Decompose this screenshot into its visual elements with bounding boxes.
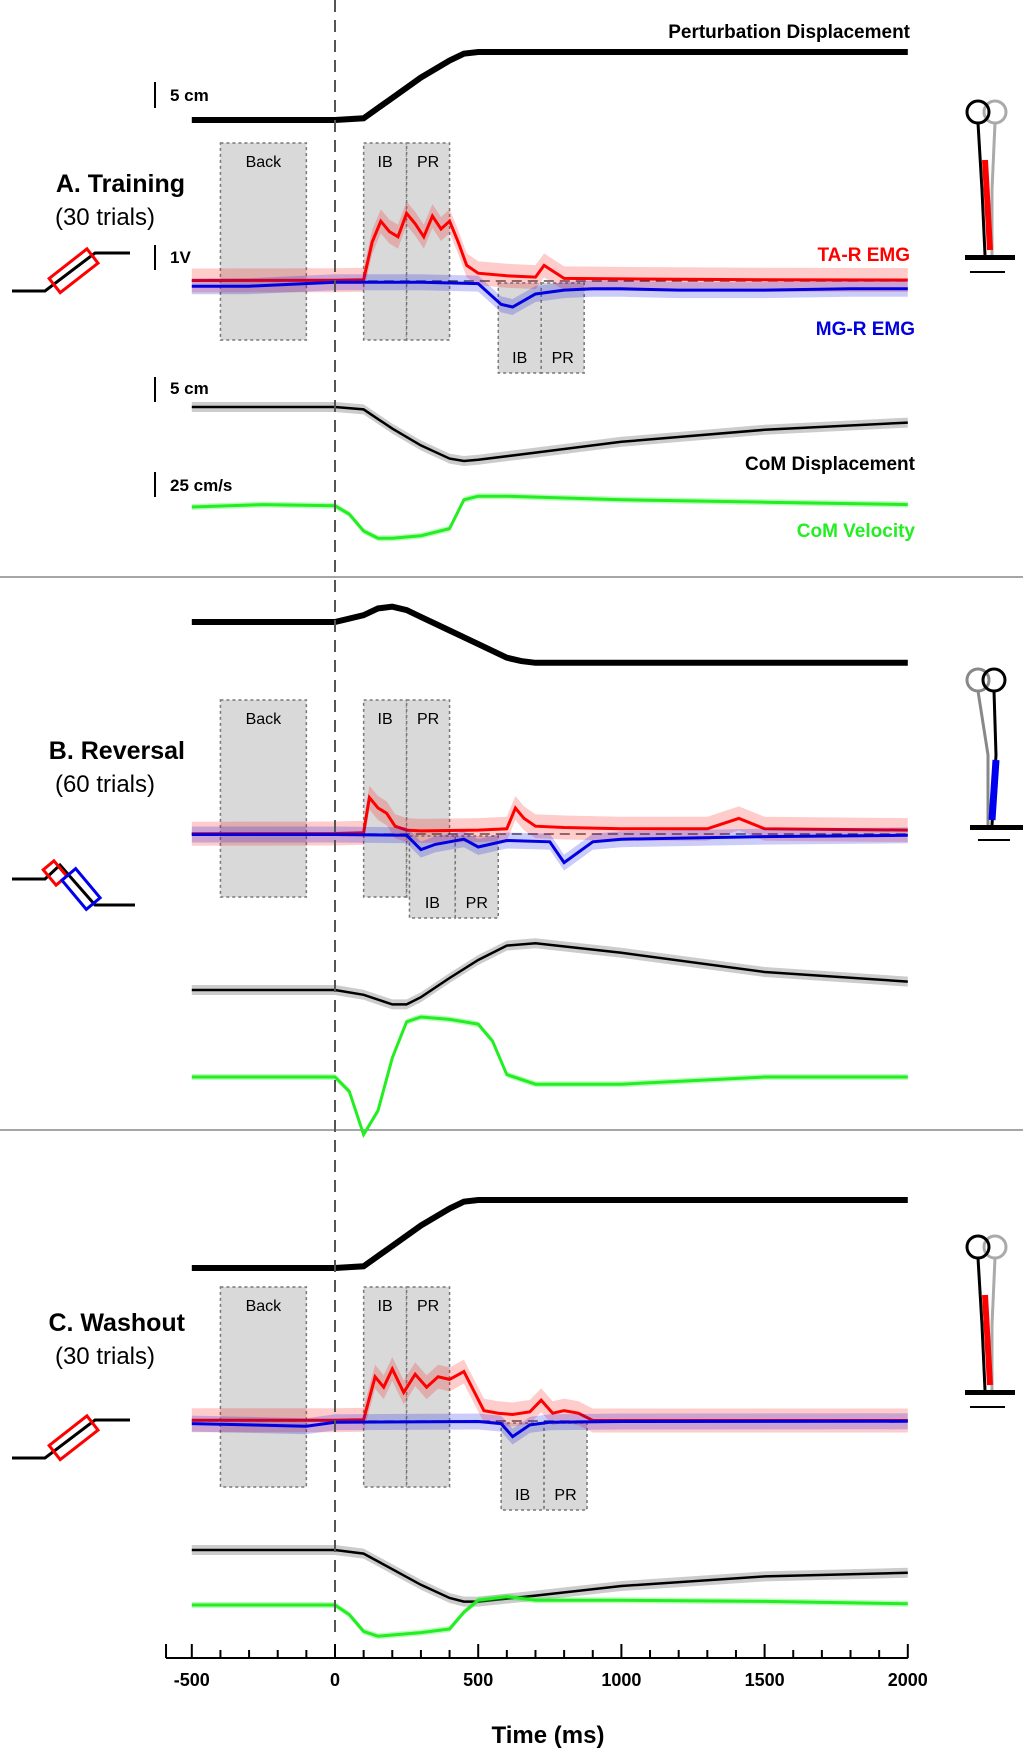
com-velocity-trace [191,1015,908,1139]
ta-emg-trace [191,210,908,282]
window-mg-ib [497,282,542,374]
window-mg-pr [454,835,499,919]
com-velocity-trace [191,494,908,540]
panel-title: C. Washout [48,1309,185,1337]
x-axis-label: Time (ms) [492,1722,605,1749]
mg-emg-band [191,274,908,315]
panel-1: Back IB PR IB PR B. Reversal (60 trials) [12,603,1023,1139]
window-label: IB [378,1298,393,1315]
panel-subtitle: (60 trials) [55,771,155,798]
panel-2: Back IB PR IB PR C. Washout (30 trials) [12,1197,1015,1640]
scale-bar-displacement-label: 5 cm [170,86,209,105]
window-mg-ib [500,1422,545,1511]
ta-emg-label: TA-R EMG [817,245,910,266]
window-mg-label: IB [425,895,440,912]
window-label: IB [378,154,393,171]
perturbation-trace [191,603,908,666]
x-tick-label: 1000 [601,1670,641,1690]
window-back [219,699,308,898]
window-mg-pr [543,1422,588,1511]
ta-emg-band [191,201,908,293]
x-tick-label: 1500 [745,1670,785,1690]
ta-emg-trace [191,1365,908,1422]
perturbation-trace [191,1197,908,1271]
com-displacement-band [191,938,908,1010]
com-displacement-trace [191,941,908,1006]
com-velocity-label: CoM Velocity [797,521,916,542]
com-velocity-band [191,1593,908,1640]
window-label: PR [417,1298,439,1315]
scale-bar-com-displacement-label: 5 cm [170,379,209,398]
x-tick-label: 500 [463,1670,493,1690]
mg-emg-trace [191,833,908,865]
com-displacement-trace [191,1548,908,1603]
x-tick-label: -500 [174,1670,210,1690]
panel-subtitle: (30 trials) [55,1343,155,1370]
platform-icon [12,858,135,912]
com-velocity-trace [191,1595,908,1638]
window-pr [405,142,451,341]
platform-icon [12,246,130,295]
window-mg-label: IB [512,350,527,367]
window-label: Back [246,711,283,728]
forward-lean-figure-icon [965,99,1015,273]
window-label: Back [246,154,283,171]
backward-lean-figure-icon [965,667,1023,841]
window-back [219,1286,308,1488]
mg-emg-label: MG-R EMG [816,319,915,340]
panel-0: Back IB PR IB PR A. Training (30 trials) [12,49,1015,542]
window-mg-label: PR [554,1487,576,1504]
panel-subtitle: (30 trials) [55,204,155,231]
x-tick-label: 2000 [888,1670,928,1690]
mg-emg-trace [191,1419,908,1439]
window-mg-label: PR [466,895,488,912]
window-label: Back [246,1298,283,1315]
panel-title: A. Training [56,170,185,198]
scale-bar-emg-label: 1V [170,248,191,267]
window-mg-pr [540,282,585,374]
ta-emg-trace [191,794,908,836]
window-label: PR [417,154,439,171]
com-displacement-trace [191,405,908,463]
x-tick-label: 0 [330,1670,340,1690]
com-displacement-label: CoM Displacement [745,454,916,475]
window-mg-label: PR [552,350,574,367]
panel-title: B. Reversal [49,737,185,765]
perturbation-trace [191,49,908,123]
ta-emg-band [191,1357,908,1433]
window-label: IB [378,711,393,728]
forward-lean-figure-icon [965,1234,1015,1408]
window-mg-label: IB [515,1487,530,1504]
com-displacement-band [191,1545,908,1607]
mg-emg-trace [191,280,908,309]
window-back [219,142,308,341]
x-axis: -500 0 500 1000 1500 2000 [165,1644,928,1690]
perturbation-label: Perturbation Displacement [668,22,910,43]
platform-icon [12,1413,130,1462]
scale-bar-velocity-label: 25 cm/s [170,476,232,495]
com-displacement-band [191,402,908,466]
window-label: PR [417,711,439,728]
